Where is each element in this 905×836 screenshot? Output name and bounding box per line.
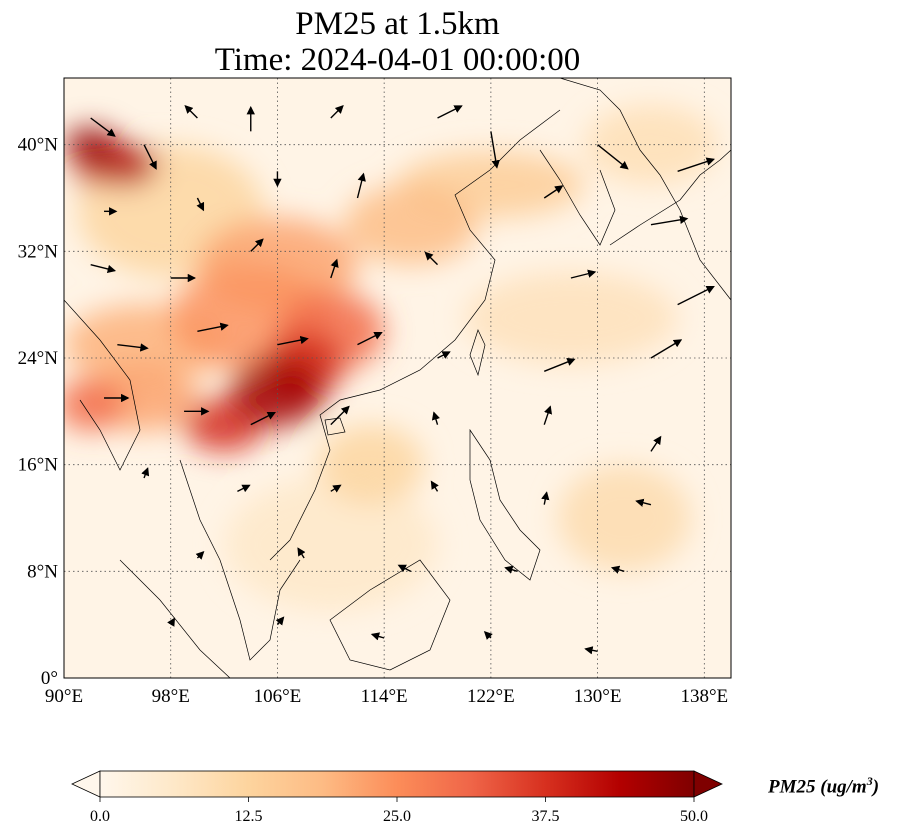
wind-arrow bbox=[195, 551, 205, 560]
colorbar-ticks: 0.0 12.5 25.0 37.5 50.0 bbox=[90, 797, 708, 825]
wind-arrow bbox=[250, 238, 264, 252]
wind-arrow bbox=[197, 322, 229, 333]
pm25-plume bbox=[344, 184, 478, 265]
wind-arrow bbox=[541, 491, 550, 505]
lat-tick-label: 0° bbox=[41, 668, 58, 689]
colorbar-extend-max bbox=[693, 770, 723, 798]
wind-arrow bbox=[357, 332, 383, 346]
colorbar-tick-label: 25.0 bbox=[383, 808, 411, 825]
wind-arrow bbox=[90, 263, 117, 274]
wind-arrow bbox=[543, 185, 564, 199]
wind-arrow bbox=[184, 105, 198, 119]
wind-arrow bbox=[141, 467, 150, 479]
pm25-plume bbox=[224, 478, 438, 612]
wind-arrow bbox=[431, 411, 440, 425]
lat-tick-label: 40°N bbox=[18, 135, 59, 156]
wind-arrow bbox=[250, 412, 277, 426]
wind-arrow bbox=[543, 405, 553, 425]
colorbar: 0.0 12.5 25.0 37.5 50.0 bbox=[71, 770, 723, 825]
lon-tick-label: 122°E bbox=[467, 686, 515, 707]
coastline-taiwan bbox=[469, 329, 486, 377]
wind-arrow bbox=[196, 197, 205, 212]
colorbar-tick-label: 37.5 bbox=[532, 808, 560, 825]
colorbar-tick-label: 50.0 bbox=[680, 808, 708, 825]
wind-arrow bbox=[167, 617, 176, 627]
coastline-borneo bbox=[329, 559, 451, 671]
wind-arrow bbox=[330, 405, 350, 426]
lon-tick-label: 98°E bbox=[152, 686, 190, 707]
wind-arrow bbox=[650, 215, 689, 226]
wind-arrow bbox=[597, 144, 629, 170]
wind-arrow bbox=[330, 258, 339, 279]
colorbar-tick-label: 12.5 bbox=[235, 808, 263, 825]
pm25-plume bbox=[64, 378, 125, 432]
lon-tick-label: 106°E bbox=[254, 686, 302, 707]
wind-arrow bbox=[635, 498, 652, 507]
colorbar-body bbox=[99, 770, 695, 798]
coastlines bbox=[64, 78, 731, 678]
wind-vectors bbox=[90, 105, 715, 655]
coastline-korea bbox=[539, 149, 616, 246]
lon-tick-label: 90°E bbox=[45, 686, 83, 707]
wind-arrow bbox=[430, 480, 439, 492]
gridlines bbox=[64, 78, 731, 678]
coastline-hainan bbox=[324, 417, 346, 436]
wind-arrow bbox=[330, 105, 344, 119]
wind-arrow bbox=[397, 564, 412, 573]
wind-arrow bbox=[297, 547, 306, 559]
wind-arrow bbox=[584, 646, 598, 655]
coastline-philippines bbox=[469, 428, 541, 581]
wind-arrow bbox=[90, 117, 116, 137]
pm25-plume bbox=[557, 464, 691, 572]
coastline-japan bbox=[609, 149, 731, 246]
wind-arrow bbox=[275, 616, 285, 626]
wind-arrow bbox=[370, 632, 385, 641]
pm25-plume bbox=[230, 356, 325, 427]
wind-arrow bbox=[483, 631, 493, 640]
pm25-plume bbox=[584, 104, 718, 185]
lon-tick-label: 130°E bbox=[574, 686, 622, 707]
wind-arrow bbox=[437, 105, 463, 119]
wind-arrow bbox=[504, 565, 518, 574]
wind-arrow bbox=[543, 358, 576, 372]
lat-tick-label: 16°N bbox=[18, 455, 59, 476]
coastline-bay-of-bengal bbox=[64, 299, 141, 471]
pm25-plume bbox=[64, 127, 118, 162]
coastline-sumatra bbox=[119, 559, 231, 678]
wind-arrow bbox=[650, 435, 662, 452]
coastline-indochina bbox=[179, 459, 301, 661]
map-frame bbox=[63, 77, 732, 679]
map-area bbox=[64, 78, 731, 678]
longitude-labels: 90°E 98°E 106°E 114°E 122°E 130°E 138°E bbox=[45, 686, 728, 707]
pm25-plume bbox=[464, 271, 678, 365]
colorbar-extend-min bbox=[71, 770, 101, 798]
wind-arrow bbox=[143, 144, 157, 170]
wind-arrow bbox=[117, 343, 149, 352]
lat-tick-label: 24°N bbox=[18, 348, 59, 369]
latitude-labels: 0° 8°N 16°N 24°N 32°N 40°N bbox=[18, 135, 59, 689]
wind-arrow bbox=[570, 269, 597, 279]
wind-arrow bbox=[437, 351, 451, 359]
wind-arrow bbox=[424, 251, 439, 266]
map-title: PM25 at 1.5km bbox=[295, 6, 500, 42]
wind-arrow bbox=[330, 484, 342, 493]
map-time-subtitle: Time: 2024-04-01 00:00:00 bbox=[214, 42, 581, 78]
wind-arrow bbox=[677, 157, 715, 172]
coastline-east-asia bbox=[559, 78, 731, 301]
lon-tick-label: 138°E bbox=[680, 686, 728, 707]
wind-arrow bbox=[490, 131, 500, 169]
wind-arrow bbox=[650, 339, 683, 359]
wind-arrow bbox=[277, 335, 309, 346]
lon-tick-label: 114°E bbox=[361, 686, 408, 707]
wind-arrow bbox=[356, 172, 366, 199]
colorbar-tick-label: 0.0 bbox=[90, 808, 110, 825]
lat-tick-label: 8°N bbox=[27, 561, 58, 582]
wind-arrow bbox=[237, 484, 251, 493]
lat-tick-label: 32°N bbox=[18, 241, 59, 262]
wind-arrow bbox=[610, 565, 625, 574]
colorbar-label: PM25 (ug/m3) bbox=[768, 774, 880, 798]
coastline-china bbox=[269, 109, 561, 561]
wind-arrow bbox=[677, 286, 715, 306]
